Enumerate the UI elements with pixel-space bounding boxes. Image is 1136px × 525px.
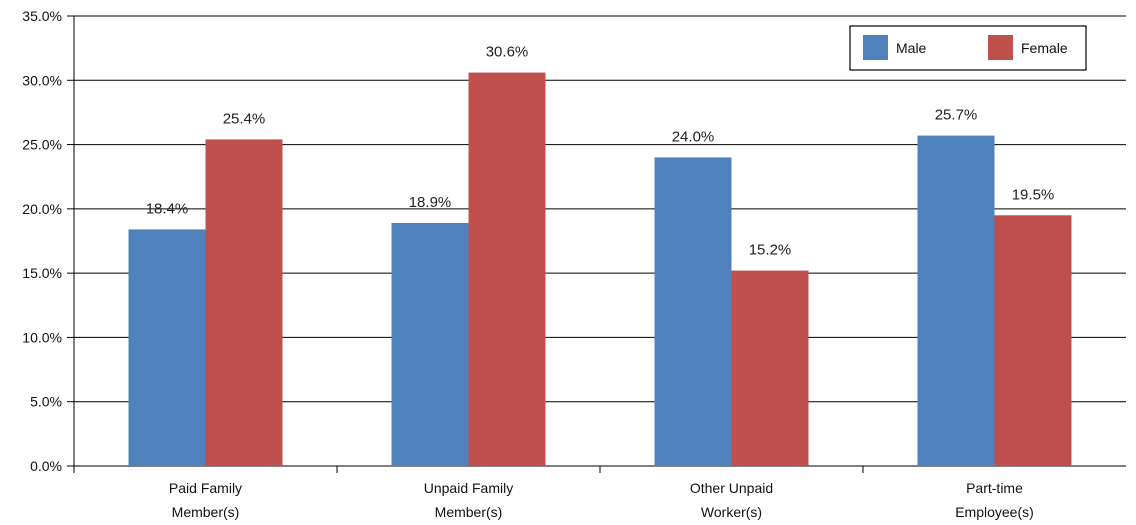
y-tick-label: 15.0%	[22, 265, 62, 281]
data-label: 15.2%	[749, 242, 792, 259]
bar-female	[205, 139, 283, 466]
y-tick-label: 0.0%	[30, 458, 62, 474]
bar-male	[128, 229, 206, 466]
x-category-label: Unpaid Family	[424, 480, 513, 496]
bar-female	[994, 215, 1072, 466]
data-label: 24.0%	[672, 128, 715, 145]
y-tick-label: 30.0%	[22, 72, 62, 88]
axes: 0.0% 5.0% 10.0% 15.0% 20.0% 25.0% 30.0% 35.0% Pa…	[22, 8, 1034, 520]
x-category-label: Part-time	[966, 480, 1023, 496]
legend: Male Female	[849, 25, 1087, 71]
y-tick-label: 20.0%	[22, 201, 62, 217]
legend-swatch-female	[988, 35, 1013, 60]
x-category-label: Paid Family	[169, 480, 242, 496]
y-tick-label: 10.0%	[22, 329, 62, 345]
y-tick-label: 5.0%	[30, 394, 62, 410]
bars: 18.4% 25.4% 18.9% 30.6% 24.0% 15.2% 25.7% 19.5%	[128, 44, 1072, 467]
bar-male	[654, 157, 732, 466]
legend-label-male: Male	[896, 40, 927, 56]
data-label: 18.9%	[409, 194, 452, 211]
legend-label-female: Female	[1021, 40, 1068, 56]
x-category-label: Member(s)	[172, 504, 240, 520]
x-category-label: Worker(s)	[701, 504, 762, 520]
bar-male	[917, 135, 995, 467]
data-label: 25.7%	[935, 107, 978, 124]
bar-female	[468, 72, 546, 467]
bar-male	[391, 223, 469, 466]
data-label: 25.4%	[223, 110, 266, 127]
y-tick-label: 35.0%	[22, 8, 62, 24]
x-category-label: Member(s)	[435, 504, 503, 520]
x-category-label: Other Unpaid	[690, 480, 773, 496]
legend-box	[849, 25, 1087, 71]
legend-swatch-male	[863, 35, 888, 60]
data-label: 18.4%	[146, 200, 189, 217]
data-label: 19.5%	[1012, 186, 1055, 203]
x-category-label: Employee(s)	[955, 504, 1034, 520]
bar-female	[731, 270, 809, 466]
y-tick-label: 25.0%	[22, 137, 62, 153]
data-label: 30.6%	[486, 44, 529, 61]
